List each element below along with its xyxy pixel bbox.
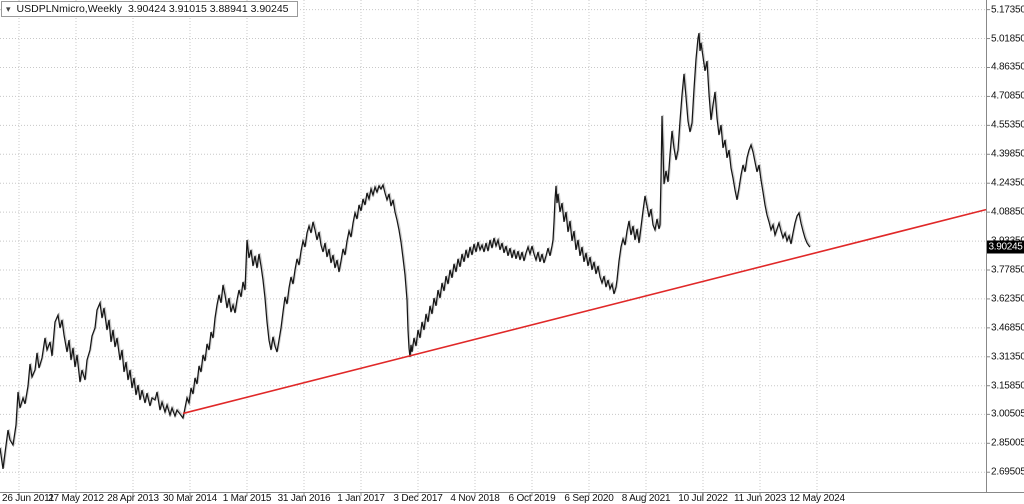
date-axis-label: 12 May 2024	[789, 493, 845, 504]
price-axis-label: 2.85005	[991, 437, 1024, 449]
price-axis-label: 2.69505	[991, 466, 1024, 478]
date-axis-label: 28 Apr 2013	[107, 493, 159, 504]
symbol-title-box[interactable]: ▾ USDPLNmicro,Weekly 3.90424 3.91015 3.8…	[1, 1, 298, 17]
price-axis-label: 5.17350	[991, 4, 1024, 16]
date-axis-label: 31 Jan 2016	[277, 493, 331, 504]
symbol-dropdown-icon[interactable]: ▾	[6, 3, 11, 14]
date-axis-label: 3 Dec 2017	[393, 493, 443, 504]
price-axis-label: 4.39850	[991, 148, 1024, 160]
date-axis-label: 6 Sep 2020	[564, 493, 614, 504]
date-axis-label: 6 Oct 2019	[508, 493, 556, 504]
v-gridlines	[18, 0, 818, 492]
price-axis-label: 3.77850	[991, 264, 1024, 276]
date-axis-label: 30 Mar 2014	[163, 493, 217, 504]
date-axis-label: 1 Mar 2015	[222, 493, 272, 504]
date-axis-label: 26 Jun 2011	[2, 493, 55, 504]
symbol-period-label: USDPLNmicro,Weekly	[16, 3, 122, 15]
date-axis-label: 11 Jun 2023	[733, 493, 787, 504]
date-axis-label: 1 Jan 2017	[337, 493, 385, 504]
x-axis-tickmarks	[18, 492, 818, 496]
price-axis-label: 4.86350	[991, 61, 1024, 73]
h-gridlines	[0, 9, 986, 473]
price-axis-label: 4.55350	[991, 119, 1024, 131]
date-axis-label: 10 Jul 2022	[678, 493, 728, 504]
date-axis-label: 4 Nov 2018	[450, 493, 500, 504]
date-axis[interactable]: 26 Jun 2011 27 May 2012 28 Apr 2013 30 Mar …	[0, 492, 1024, 504]
trendline[interactable]	[182, 208, 987, 415]
current-price-badge: 3.90245	[987, 240, 1024, 254]
price-axis-label: 3.62350	[991, 293, 1024, 305]
price-axis-label: 3.00505	[991, 408, 1024, 420]
price-axis-label: 4.70850	[991, 90, 1024, 102]
ohlc-values: 3.90424 3.91015 3.88941 3.90245	[127, 3, 289, 15]
y-axis-tickmarks	[986, 9, 990, 473]
date-axis-label: 27 May 2012	[48, 493, 104, 504]
price-axis-label: 4.08850	[991, 206, 1024, 218]
price-axis-label: 3.31350	[991, 351, 1024, 363]
price-axis[interactable]: 3.90245 5.17350 5.01850 4.86350 4.70850 4.55…	[987, 0, 1024, 492]
date-axis-label: 8 Aug 2021	[621, 493, 671, 504]
price-axis-label: 5.01850	[991, 33, 1024, 45]
price-axis-label: 3.46850	[991, 322, 1024, 334]
price-axis-label: 3.15850	[991, 380, 1024, 392]
price-series-line[interactable]	[0, 32, 811, 469]
price-axis-label: 4.24350	[991, 177, 1024, 189]
price-series-ghost	[0, 31, 812, 469]
